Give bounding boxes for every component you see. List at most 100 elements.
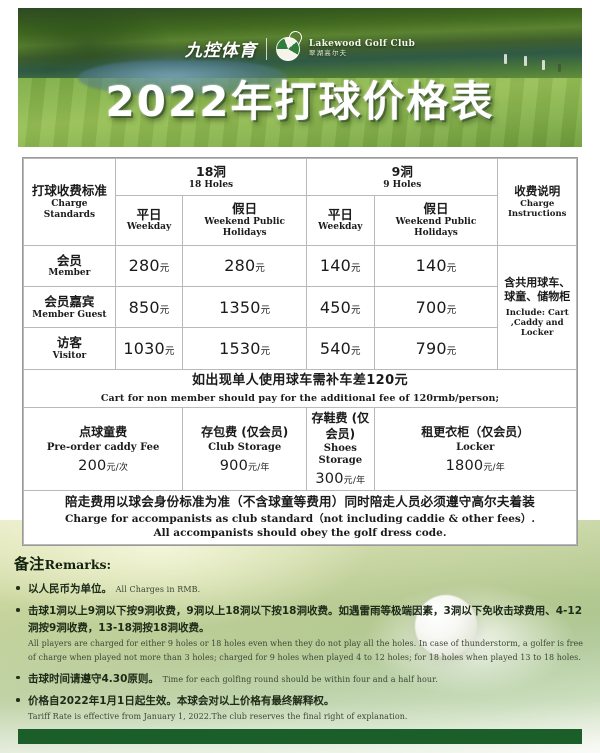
header-18-weekday-cn: 平日	[136, 206, 162, 222]
list-item: 击球1洞以上9洞以下按9洞收费，9洞以上18洞以下按18洞收费。如遇雷雨等极端因…	[14, 603, 590, 665]
club-name-block: Lakewood Golf Club 翠湖高尔夫	[308, 38, 416, 58]
service-caddy-fee-cn: 点球童费	[79, 424, 128, 439]
charge-instructions-cn: 含共用球车、球童、储物柜	[504, 276, 571, 303]
remark-3-inline-en: Time for each golfing round should be wi…	[162, 674, 438, 684]
currency-unit: 元	[159, 263, 170, 275]
cell-member-guest-18-weekday: 850元	[114, 286, 184, 329]
cell-member-18-holiday: 280元	[182, 244, 308, 288]
remark-1-cn: 以人民币为单位。 All Charges in RMB.	[28, 581, 590, 597]
row-label-member: 会员 Member	[23, 244, 116, 288]
service-shoes-storage-cn: 存鞋费 (仅会员)	[311, 411, 370, 441]
remarks-title: 备注Remarks:	[14, 553, 590, 574]
cart-fee-notice-row: 如出现单人使用球车需补车差120元 Cart for non member sh…	[23, 368, 577, 409]
logo-divider	[265, 37, 267, 60]
accompanist-policy-en-line2: All accompanists should obey the golf dr…	[153, 526, 447, 539]
remarks-title-cn: 备注	[14, 555, 45, 573]
header-group-18-holes-cn: 18洞	[196, 164, 226, 179]
header-group-9-holes-cn: 9洞	[391, 164, 413, 179]
cell-visitor-9-weekday: 540元	[306, 327, 375, 370]
remark-3-cn-text: 击球时间请遵守4.30原则。	[28, 672, 159, 685]
list-item: 击球时间请遵守4.30原则。 Time for each golfing rou…	[14, 671, 590, 687]
header-9-weekday: 平日 Weekday	[306, 195, 375, 246]
remark-3-cn: 击球时间请遵守4.30原则。 Time for each golfing rou…	[28, 671, 590, 687]
header-9-holiday-cn: 假日	[423, 201, 449, 217]
header-9-weekday-cn: 平日	[327, 206, 353, 222]
header-charge-standards-en: Charge Standards	[43, 198, 96, 220]
remarks-title-en: Remarks:	[44, 557, 112, 572]
header-charge-standards: 打球收费标准 Charge Standards	[23, 158, 116, 246]
price-member-guest-9-weekday: 450	[319, 297, 352, 317]
table-row: 会员 Member 280元 280元 140元 140元	[23, 244, 577, 370]
table-row: 访客 Visitor 1030元 1530元 540元 790元	[23, 327, 577, 370]
accompanist-policy-en-line1: Charge for accompanists as club standard…	[65, 513, 535, 526]
club-name-cn: 翠湖高尔夫	[308, 49, 348, 58]
header-9-holiday-en: Weekend Public Holidays	[395, 217, 477, 238]
service-locker-en: Locker	[456, 441, 495, 453]
service-caddy-fee-en: Pre-order caddy Fee	[46, 441, 160, 453]
bullet-icon	[16, 698, 20, 702]
cell-member-18-weekday: 280元	[114, 244, 184, 288]
list-item: 以人民币为单位。 All Charges in RMB.	[14, 581, 590, 597]
service-club-storage-amount: 900	[219, 457, 248, 474]
page-title: 2022年打球价格表	[105, 77, 495, 126]
header-charge-instructions-cn: 收费说明	[514, 184, 561, 199]
hero-golfer-figures	[18, 8, 582, 147]
row-label-member-guest-cn: 会员嘉宾	[44, 294, 95, 310]
header-18-holiday: 假日 Weekend Public Holidays	[182, 195, 308, 246]
row-label-member-guest-en: Member Guest	[32, 309, 107, 320]
brand-name-cn: 九控体育	[184, 41, 257, 61]
header-group-18-holes-en: 18 Holes	[188, 179, 234, 190]
remark-1-cn-text: 以人民币为单位。	[28, 583, 112, 595]
price-table: 打球收费标准 Charge Standards 18洞 18 Holes 9洞 …	[22, 157, 578, 545]
service-locker: 租更衣柜（仅会员） Locker 1800元/年	[373, 407, 578, 492]
service-club-storage: 存包费 (仅会员) Club Storage 900元/年	[182, 407, 308, 492]
list-item: 价格自2022年1月1日起生效。本球会对以上价格有最终解释权。 Tariff R…	[14, 693, 590, 724]
currency-unit: 元	[260, 346, 271, 358]
service-locker-unit: 元/年	[483, 462, 505, 473]
currency-unit: 元	[260, 304, 271, 316]
header-group-9-holes-en: 9 Holes	[383, 179, 422, 190]
service-club-storage-unit: 元/年	[248, 462, 270, 473]
remark-2-cn: 击球1洞以上9洞以下按9洞收费，9洞以上18洞以下按18洞收费。如遇雷雨等极端因…	[28, 605, 583, 634]
service-caddy-fee-amount: 200	[78, 457, 107, 474]
service-locker-cn: 租更衣柜（仅会员）	[421, 424, 530, 439]
service-shoes-storage-unit: 元/年	[343, 476, 366, 487]
service-shoes-storage-en: Shoes Storage	[318, 443, 363, 467]
club-name-en: Lakewood Golf Club	[308, 38, 416, 49]
hero-golf-course-photo	[18, 8, 582, 147]
price-table-container: 打球收费标准 Charge Standards 18洞 18 Holes 9洞 …	[22, 157, 578, 546]
bullet-icon	[16, 675, 20, 680]
additional-services-row: 点球童费 Pre-order caddy Fee 200元/次 存包费 (仅会员…	[22, 407, 578, 492]
service-caddy-fee-unit: 元/次	[106, 462, 129, 473]
header-18-holiday-en: Weekend Public Holidays	[204, 217, 286, 238]
price-member-9-weekday: 140	[319, 256, 352, 276]
cart-fee-notice-en: Cart for non member should pay for the a…	[100, 392, 500, 404]
cell-visitor-18-holiday: 1530元	[182, 327, 308, 370]
row-label-visitor-en: Visitor	[52, 351, 87, 362]
currency-unit: 元	[164, 346, 175, 358]
header-18-weekday: 平日 Weekday	[114, 195, 184, 246]
price-member-18-holiday: 280	[224, 256, 256, 276]
header-charge-standards-cn: 打球收费标准	[31, 183, 107, 199]
hero-banner: 九控体育 Lakewood Golf Club 翠湖高尔夫 2022年打球价格表	[18, 8, 582, 147]
header-18-holiday-cn: 假日	[232, 201, 258, 217]
table-row: 会员嘉宾 Member Guest 850元 1350元 450元 700元	[23, 286, 577, 329]
remark-2-en: All players are charged for either 9 hol…	[28, 638, 584, 662]
header-group-18-holes: 18洞 18 Holes	[114, 157, 308, 197]
price-member-guest-18-weekday: 850	[128, 297, 160, 317]
header-charge-instructions-en: Charge Instructions	[507, 198, 567, 219]
row-label-visitor: 访客 Visitor	[23, 327, 116, 370]
accompanist-policy-cn: 陪走费用以球会身份标准为准（不含球童等费用）同时陪走人员必须遵守高尔夫着装	[65, 494, 535, 510]
cell-charge-instructions-body: 含共用球车、球童、储物柜 Include: Cart ,Caddy and Lo…	[497, 244, 577, 370]
background-overlay	[0, 520, 600, 753]
row-label-member-cn: 会员	[56, 252, 82, 268]
header-18-weekday-en: Weekday	[126, 222, 172, 233]
price-member-guest-18-holiday: 1350	[219, 297, 261, 317]
cell-member-guest-9-weekday: 450元	[306, 286, 375, 329]
currency-unit: 元	[159, 304, 170, 316]
accompanist-policy: 陪走费用以球会身份标准为准（不含球童等费用）同时陪走人员必须遵守高尔夫着装 Ch…	[23, 490, 577, 545]
currency-unit: 元	[255, 263, 266, 275]
service-shoes-storage-amount: 300	[315, 471, 344, 488]
price-member-guest-9-holiday: 700	[415, 297, 447, 317]
